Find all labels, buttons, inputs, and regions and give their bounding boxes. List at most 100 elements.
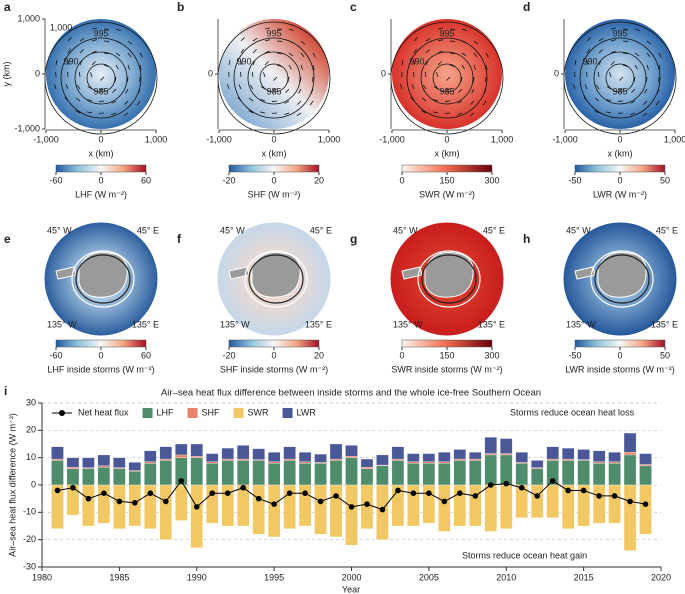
pressure-contour: [60, 37, 142, 119]
net-marker: [240, 484, 246, 491]
wind-arrow: [91, 50, 97, 54]
colorbar-tick-label: 0: [399, 350, 404, 360]
wind-arrow: [606, 111, 612, 114]
wind-arrow: [449, 64, 455, 67]
wind-arrow: [630, 100, 636, 104]
wind-arrow: [449, 52, 456, 55]
y-tick-label: -10: [23, 507, 36, 517]
longitude-label: 45° W: [393, 225, 418, 235]
net-marker: [627, 498, 633, 505]
legend-swatch: [142, 408, 153, 418]
wind-arrow: [79, 37, 85, 42]
x-tick-label: 2000: [341, 572, 361, 582]
wind-arrow: [127, 76, 129, 83]
wind-arrow: [91, 61, 96, 66]
bar-segment: [144, 462, 157, 486]
wind-arrow: [595, 84, 600, 90]
wind-arrow: [297, 100, 302, 105]
x-tick-label: -1,000: [206, 134, 232, 144]
wind-arrow: [658, 64, 661, 70]
bar-segment: [484, 484, 497, 532]
bar-segment: [391, 446, 405, 460]
ice-edge: [244, 250, 308, 308]
pressure-contour: [593, 51, 647, 105]
bar-segment: [66, 457, 80, 468]
bar-segment: [561, 458, 575, 461]
net-marker: [487, 482, 494, 488]
wind-arrow: [606, 86, 612, 90]
y-axis-label: y (km): [1, 62, 11, 87]
bar-segment: [469, 452, 482, 460]
wind-arrow: [240, 37, 245, 42]
wind-arrow: [99, 88, 105, 91]
wind-arrow: [433, 99, 439, 102]
bar-segment: [608, 452, 621, 462]
wind-arrow: [422, 84, 427, 90]
bar-segment: [144, 450, 157, 462]
bar-segment: [252, 460, 265, 486]
net-marker: [565, 487, 571, 494]
legend-label: SWR: [248, 407, 269, 417]
wind-arrow: [227, 84, 230, 90]
wind-arrow: [312, 64, 315, 70]
colorbar-label: SHF (W m⁻²): [248, 189, 301, 199]
bar-segment: [190, 456, 203, 458]
wind-arrow: [111, 100, 117, 104]
longitude-label: 45° E: [137, 225, 159, 235]
bar-segment: [51, 458, 64, 461]
colorbar-tick-label: 20: [314, 350, 324, 360]
wind-arrow: [75, 110, 81, 114]
colorbar-tick-label: 0: [271, 350, 276, 360]
wind-arrow: [461, 28, 467, 31]
bar-segment: [190, 457, 203, 486]
colorbar-label: LHF inside storms (W m⁻²): [47, 364, 154, 374]
pressure-contour: [86, 63, 116, 93]
wind-arrow: [271, 100, 278, 102]
x-tick-label: 2010: [496, 572, 516, 582]
wind-arrow: [112, 88, 117, 93]
wind-arrow: [643, 100, 648, 105]
x-tick-label: 1980: [32, 572, 52, 582]
x-tick-label: 1990: [187, 572, 207, 582]
y-tick-label: -1,000: [14, 123, 40, 133]
wind-arrow: [617, 100, 624, 102]
wind-arrow: [482, 100, 487, 106]
net-marker: [426, 490, 432, 497]
wind-arrow: [272, 88, 278, 91]
wind-arrow: [240, 60, 243, 66]
wind-arrow: [79, 49, 84, 54]
bar-segment: [113, 457, 126, 468]
net-marker: [317, 498, 324, 505]
y-tick-label: 10: [26, 452, 36, 462]
wind-arrow: [136, 100, 141, 106]
wind-arrow: [249, 84, 254, 90]
bar-segment: [51, 484, 64, 529]
bar-segment: [515, 452, 528, 463]
wind-arrow: [586, 48, 591, 54]
bar-segment: [484, 437, 497, 454]
colorbar-label: SWR inside storms (W m⁻²): [391, 364, 502, 374]
net-marker: [271, 501, 277, 507]
wind-arrow: [125, 88, 129, 94]
contour-label: 990: [236, 56, 251, 66]
net-marker: [333, 493, 339, 499]
bar-segment: [577, 460, 590, 486]
colorbar-tick-label: -60: [49, 350, 62, 360]
contour-label: 990: [63, 56, 78, 66]
wind-arrow: [609, 72, 612, 78]
bar-segment: [531, 460, 544, 468]
legend-label: LHF: [157, 407, 175, 417]
bar-segment: [236, 458, 250, 461]
net-marker: [472, 493, 479, 499]
wind-arrow: [457, 100, 463, 104]
wind-arrow: [485, 64, 488, 70]
bar-segment: [360, 468, 374, 486]
net-marker: [596, 493, 602, 499]
contour-label: 985: [612, 86, 627, 96]
wind-arrow: [127, 40, 133, 45]
bar-segment: [360, 467, 374, 469]
bar-segment: [206, 462, 219, 486]
net-marker: [534, 493, 540, 499]
wind-arrow: [646, 52, 651, 58]
